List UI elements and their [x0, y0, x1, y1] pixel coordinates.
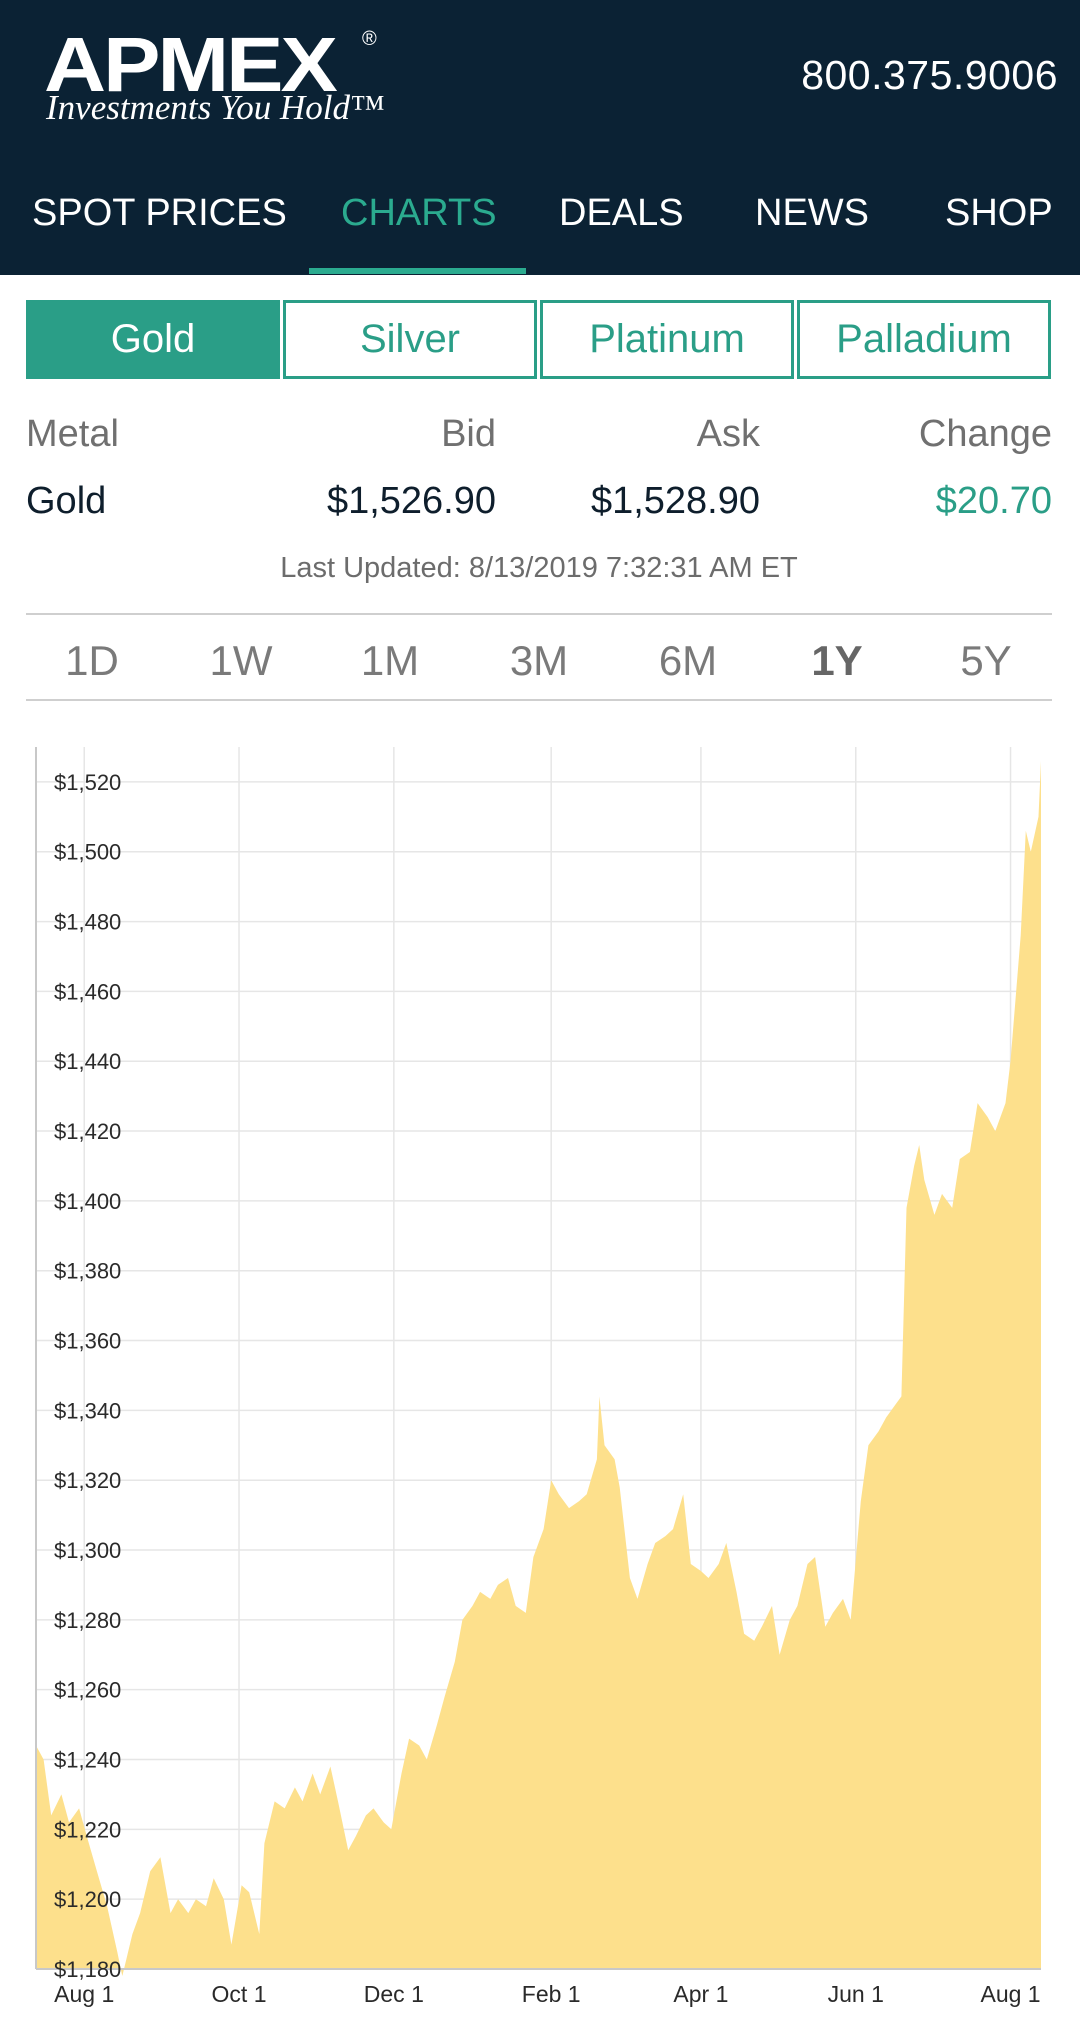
- metal-selector: Gold Silver Platinum Palladium: [26, 300, 1051, 379]
- y-tick-label: $1,320: [54, 1468, 121, 1493]
- row-metal: Gold: [26, 480, 107, 522]
- range-6m[interactable]: 6M: [658, 637, 718, 684]
- active-tab-indicator: [309, 268, 526, 274]
- logo-registered-mark: ®: [362, 28, 377, 50]
- x-tick-label: Feb 1: [522, 1981, 581, 2007]
- row-change: $20.70: [935, 480, 1052, 522]
- y-tick-label: $1,280: [54, 1608, 121, 1633]
- phone-number-link[interactable]: 800.375.9006: [801, 52, 1058, 98]
- y-tick-label: $1,200: [54, 1887, 121, 1912]
- y-tick-label: $1,180: [54, 1957, 121, 1982]
- time-range-selector: 1D 1W 1M 3M 6M 1Y 5Y: [26, 613, 1052, 701]
- metal-tab-gold[interactable]: Gold: [26, 300, 280, 379]
- nav-item-shop[interactable]: SHOP: [945, 192, 1053, 234]
- metal-tab-palladium[interactable]: Palladium: [797, 300, 1051, 379]
- header-change: Change: [918, 413, 1052, 455]
- y-tick-label: $1,420: [54, 1119, 121, 1144]
- metal-tab-platinum[interactable]: Platinum: [540, 300, 794, 379]
- row-bid: $1,526.90: [326, 480, 496, 522]
- x-tick-label: Aug 1: [54, 1981, 114, 2007]
- nav-item-news[interactable]: NEWS: [755, 192, 869, 234]
- range-5y[interactable]: 5Y: [960, 637, 1012, 684]
- range-1m[interactable]: 1M: [360, 637, 420, 684]
- header-metal: Metal: [26, 413, 119, 455]
- y-tick-label: $1,520: [54, 770, 121, 795]
- nav-item-charts[interactable]: CHARTS: [341, 192, 497, 234]
- row-ask: $1,528.90: [590, 480, 760, 522]
- y-tick-label: $1,360: [54, 1329, 121, 1354]
- y-tick-label: $1,300: [54, 1538, 121, 1563]
- y-tick-label: $1,480: [54, 910, 121, 935]
- range-1y[interactable]: 1Y: [811, 637, 863, 684]
- price-chart[interactable]: $1,180 $1,200 $1,220 $1,240 $1,260 $1,280 $1,3…: [0, 735, 1080, 2032]
- y-tick-label: $1,260: [54, 1678, 121, 1703]
- y-tick-label: $1,400: [54, 1189, 121, 1214]
- nav-item-spot-prices[interactable]: SPOT PRICES: [32, 192, 287, 234]
- app-header: APMEX ® Investments You Hold™ 800.375.90…: [0, 0, 1080, 275]
- range-3m[interactable]: 3M: [509, 637, 569, 684]
- y-tick-label: $1,380: [54, 1259, 121, 1284]
- y-tick-label: $1,440: [54, 1049, 121, 1074]
- x-tick-label: Aug 1: [980, 1981, 1040, 2007]
- range-1d[interactable]: 1D: [65, 637, 119, 684]
- apmex-logo[interactable]: APMEX ® Investments You Hold™: [44, 21, 385, 127]
- y-tick-label: $1,240: [54, 1748, 121, 1773]
- range-1w[interactable]: 1W: [209, 637, 273, 684]
- price-area-series: [36, 761, 1041, 1976]
- metal-tab-silver[interactable]: Silver: [283, 300, 537, 379]
- y-tick-label: $1,500: [54, 840, 121, 865]
- last-updated-text: Last Updated: 8/13/2019 7:32:31 AM ET: [280, 552, 798, 584]
- nav-item-deals[interactable]: DEALS: [559, 192, 684, 234]
- y-tick-label: $1,340: [54, 1398, 121, 1423]
- x-tick-label: Jun 1: [828, 1981, 884, 2007]
- x-tick-label: Oct 1: [212, 1981, 267, 2007]
- logo-tagline: Investments You Hold™: [46, 88, 385, 127]
- price-chart-svg: $1,180 $1,200 $1,220 $1,240 $1,260 $1,280 $1,3…: [35, 747, 1041, 2007]
- header-bid: Bid: [441, 413, 496, 455]
- main-nav: SPOT PRICES CHARTS DEALS NEWS SHOP: [0, 178, 1080, 275]
- header-ask: Ask: [696, 413, 760, 455]
- logo-wordmark: APMEX: [44, 21, 338, 108]
- y-tick-label: $1,220: [54, 1817, 121, 1842]
- y-tick-label: $1,460: [54, 979, 121, 1004]
- x-tick-label: Dec 1: [364, 1981, 424, 2007]
- x-tick-label: Apr 1: [673, 1981, 728, 2007]
